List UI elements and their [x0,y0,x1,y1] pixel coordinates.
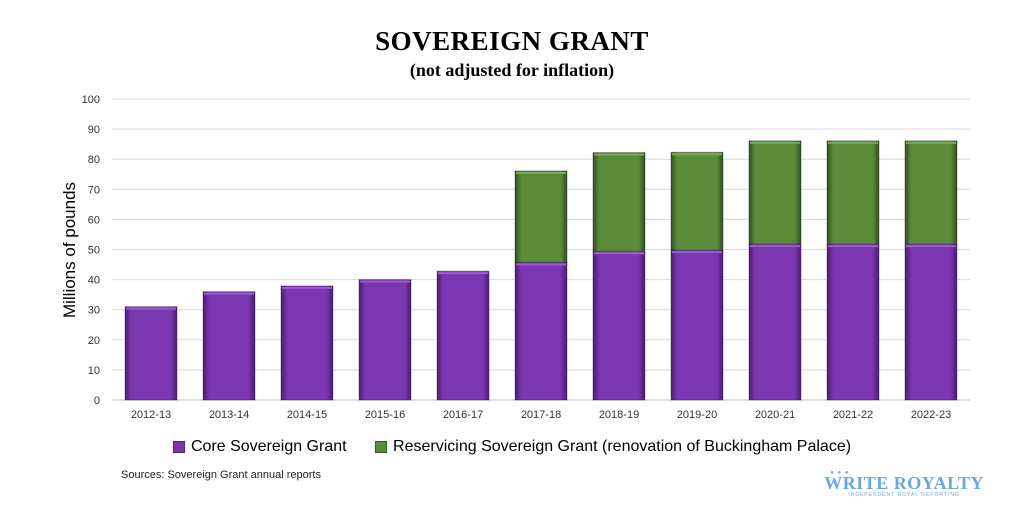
logo-tagline: INDEPENDENT ROYAL REPORTING [848,492,960,498]
y-tick-labels: 0 10 20 30 40 50 60 70 80 90 100 [82,94,100,407]
bar-core [202,291,256,401]
legend-label-core: Core Sovereign Grant [190,438,347,455]
logo-wordmark: WRITE ROYALTY [824,473,984,493]
bar-core [436,270,490,401]
bar-top-highlight [750,141,800,144]
chart-subtitle: (not adjusted for inflation) [409,60,615,80]
y-tick-label: 80 [88,154,100,166]
bar-top-highlight [594,153,644,156]
bar-core [826,243,880,401]
bar-core [124,306,178,401]
y-tick-label: 0 [94,395,100,407]
legend-item-reservicing: Reservicing Sovereign Grant (renovation … [375,438,851,456]
x-tick-label: 2017-18 [521,409,561,421]
bar-reservicing [826,140,880,245]
legend-swatch-core [172,441,185,453]
legend-label-reservicing: Reservicing Sovereign Grant (renovation … [393,438,852,455]
bar-top-highlight [906,141,956,144]
legend-item-core: Core Sovereign Grant [172,438,347,456]
x-tick-label: 2021-22 [833,409,873,421]
x-tick-label: 2018-19 [599,409,639,421]
bar-top-highlight [282,286,332,289]
bar-top-highlight [594,252,644,255]
bar-core [358,279,412,401]
chart-title: SOVEREIGN GRANT [375,26,649,56]
bar-core [748,243,802,401]
bar-core [904,243,958,401]
y-tick-label: 30 [88,305,100,317]
bar-top-highlight [438,272,488,275]
legend: Core Sovereign Grant Reservicing Soverei… [0,438,1024,458]
bar-top-highlight [672,251,722,254]
y-tick-label: 40 [88,275,100,287]
bar-reservicing [670,151,724,251]
x-tick-label: 2014-15 [287,409,327,421]
x-tick-labels: 2012-13 2013-14 2014-15 2015-16 2016-17 2017-… [131,409,951,421]
write-royalty-logo: ● ● ● WRITE ROYALTY INDEPENDENT ROYAL RE… [824,470,984,498]
y-tick-label: 60 [88,214,100,226]
bar-top-highlight [828,245,878,248]
bar-reservicing [514,170,568,263]
bar-core [514,261,568,401]
x-tick-label: 2013-14 [209,409,249,421]
bar-top-highlight [750,245,800,248]
legend-swatch-reservicing [375,441,388,453]
y-tick-label: 20 [88,335,100,347]
source-note: Sources: Sovereign Grant annual reports [121,469,321,481]
y-tick-label: 50 [88,245,100,257]
x-tick-label: 2019-20 [677,409,717,421]
bars [124,140,958,401]
bar-reservicing [592,152,646,252]
bar-core [592,250,646,401]
bar-top-highlight [906,245,956,248]
bar-top-highlight [828,141,878,144]
bar-top-highlight [204,292,254,295]
y-tick-label: 70 [88,184,100,196]
bar-core [670,249,724,401]
bar-core [280,285,334,401]
logo-crown-dots: ● ● ● [830,470,850,476]
x-tick-label: 2022-23 [911,409,951,421]
bar-top-highlight [516,263,566,266]
x-tick-label: 2020-21 [755,409,795,421]
bar-top-highlight [672,153,722,156]
y-tick-label: 10 [88,365,100,377]
y-tick-label: 90 [88,124,100,136]
y-tick-label: 100 [82,94,100,106]
bar-top-highlight [360,280,410,283]
bar-top-highlight [126,307,176,310]
bar-reservicing [748,140,802,245]
x-tick-label: 2016-17 [443,409,483,421]
bar-top-highlight [516,171,566,174]
x-tick-label: 2015-16 [365,409,405,421]
x-tick-label: 2012-13 [131,409,171,421]
bar-reservicing [904,140,958,245]
